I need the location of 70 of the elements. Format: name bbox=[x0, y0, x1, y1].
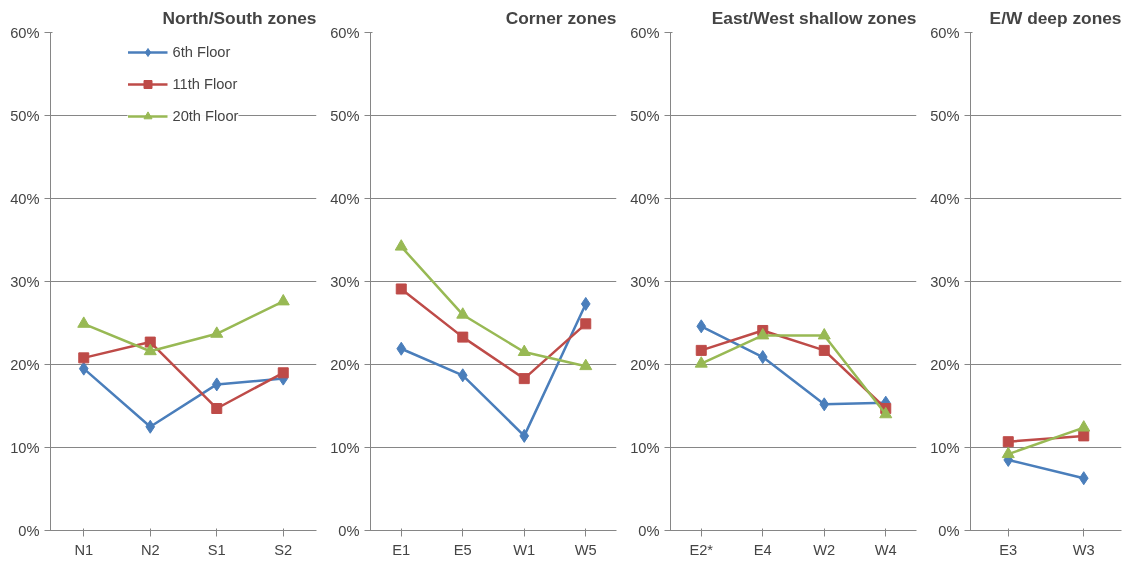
y-tick-label: 60% bbox=[930, 24, 960, 41]
x-tick-label: W2 bbox=[813, 541, 836, 558]
point bbox=[457, 368, 468, 383]
y-tick-label: 50% bbox=[330, 107, 360, 124]
point bbox=[696, 319, 707, 334]
point bbox=[817, 328, 831, 340]
chart-title: North/South zones bbox=[162, 7, 317, 28]
point bbox=[519, 428, 530, 443]
x-tick-label: E1 bbox=[392, 541, 411, 558]
chart-title: East/West shallow zones bbox=[711, 7, 917, 28]
x-tick-label: S2 bbox=[274, 541, 293, 558]
point bbox=[579, 358, 593, 371]
x-tick-label: W5 bbox=[574, 541, 597, 558]
y-tick-label: 60% bbox=[10, 24, 40, 41]
point bbox=[456, 307, 470, 319]
y-tick-label: 40% bbox=[630, 190, 660, 207]
y-tick-label: 50% bbox=[630, 107, 660, 124]
chart-title: E/W deep zones bbox=[989, 7, 1122, 28]
point bbox=[518, 373, 530, 385]
point bbox=[395, 283, 407, 295]
point bbox=[580, 318, 592, 330]
y-tick-label: 30% bbox=[10, 273, 40, 290]
legend-label: 11th Floor bbox=[172, 76, 238, 92]
y-tick-label: 40% bbox=[930, 190, 960, 207]
point bbox=[879, 406, 893, 419]
x-tick-label: W4 bbox=[874, 541, 897, 558]
y-tick-label: 30% bbox=[330, 273, 360, 290]
x-tick-label: N2 bbox=[140, 541, 160, 558]
point bbox=[580, 296, 591, 311]
y-tick-label: 60% bbox=[630, 24, 660, 41]
point bbox=[756, 328, 770, 340]
point bbox=[695, 344, 707, 356]
legend-label: 6th Floor bbox=[172, 44, 231, 60]
y-tick-label: 10% bbox=[330, 439, 360, 456]
y-tick-label: 40% bbox=[330, 190, 360, 207]
y-tick-label: 40% bbox=[10, 190, 40, 207]
y-tick-label: 60% bbox=[330, 24, 360, 41]
y-tick-label: 20% bbox=[10, 356, 40, 373]
y-tick-label: 10% bbox=[10, 439, 40, 456]
x-tick-label: S1 bbox=[207, 541, 226, 558]
y-tick-label: 20% bbox=[630, 356, 660, 373]
y-tick-label: 20% bbox=[930, 356, 960, 373]
y-tick-label: 50% bbox=[10, 107, 40, 124]
point bbox=[819, 397, 830, 412]
y-tick-label: 30% bbox=[630, 273, 660, 290]
y-tick-label: 0% bbox=[938, 522, 960, 539]
x-tick-label: E5 bbox=[453, 541, 472, 558]
x-tick-label: E3 bbox=[999, 541, 1018, 558]
point bbox=[396, 341, 407, 356]
point bbox=[457, 331, 469, 343]
y-tick-label: 10% bbox=[930, 439, 960, 456]
y-tick-label: 0% bbox=[638, 522, 660, 539]
point bbox=[694, 356, 708, 368]
x-tick-label: W1 bbox=[513, 541, 536, 558]
y-tick-label: 20% bbox=[330, 356, 360, 373]
legend-label: 20th Floor bbox=[172, 108, 239, 124]
y-tick-label: 30% bbox=[930, 273, 960, 290]
point bbox=[517, 344, 531, 357]
x-tick-label: E2* bbox=[689, 541, 714, 558]
point bbox=[394, 239, 408, 251]
x-tick-label: N1 bbox=[74, 541, 94, 558]
y-tick-label: 0% bbox=[18, 522, 40, 539]
y-tick-label: 0% bbox=[338, 522, 360, 539]
x-tick-label: E4 bbox=[753, 541, 772, 558]
chart-title: Corner zones bbox=[505, 7, 617, 28]
point bbox=[818, 344, 830, 356]
x-tick-label: W3 bbox=[1072, 541, 1095, 558]
y-tick-label: 10% bbox=[630, 439, 660, 456]
point bbox=[757, 350, 768, 365]
y-tick-label: 50% bbox=[930, 107, 960, 124]
